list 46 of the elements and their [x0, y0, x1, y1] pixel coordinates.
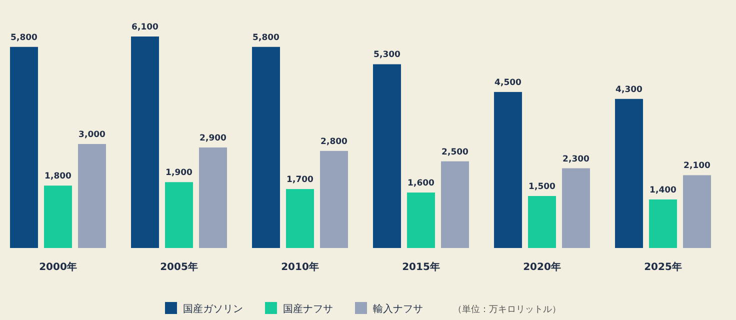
data-label: 1,700	[286, 175, 314, 186]
bar	[78, 144, 106, 248]
bar	[528, 196, 556, 248]
data-label: 4,500	[494, 78, 522, 88]
bar	[286, 189, 314, 248]
x-tick-label: 2000年	[39, 261, 77, 273]
x-tick-label: 2015年	[402, 261, 440, 273]
bar	[615, 98, 643, 248]
data-label: 2,900	[200, 133, 227, 144]
legend-label: 国産ナフサ	[283, 303, 333, 315]
legend-label: 輸入ナフサ	[373, 303, 423, 315]
x-tick-label: 2010年	[281, 261, 319, 273]
text: （単位：万キロリットル）	[453, 304, 561, 315]
data-label: 2,300	[562, 154, 590, 164]
bar	[320, 150, 348, 248]
bar	[441, 161, 469, 248]
data-label: 1,400	[650, 185, 677, 196]
bar	[649, 199, 677, 248]
x-tick-label: 2005年	[160, 261, 198, 273]
bar	[562, 168, 590, 248]
bar	[44, 186, 72, 248]
data-label: 4,300	[616, 84, 643, 95]
bar	[165, 182, 193, 248]
data-label: 5,300	[374, 50, 401, 60]
data-label: 1,500	[528, 182, 556, 192]
data-label: 2,100	[684, 161, 711, 172]
data-label: 2,800	[320, 136, 348, 147]
bar	[199, 147, 227, 248]
data-label: 5,800	[10, 32, 38, 43]
data-label: 1,600	[408, 178, 435, 189]
bar	[252, 46, 280, 248]
data-label: 5,800	[252, 32, 280, 43]
bar	[10, 46, 38, 248]
data-label: 6,100	[132, 22, 159, 32]
bar	[131, 36, 159, 248]
data-label: 2,500	[442, 147, 469, 158]
data-label: 3,000	[78, 130, 106, 140]
x-tick-label: 2025年	[644, 261, 682, 273]
legend-label: 国産ガソリン	[183, 303, 243, 315]
data-label: 1,900	[166, 168, 193, 178]
bar	[494, 92, 522, 248]
bar	[683, 175, 711, 248]
x-tick-label: 2020年	[523, 261, 561, 273]
data-label: 1,800	[44, 172, 72, 182]
bar	[407, 192, 435, 248]
bar	[373, 64, 401, 248]
